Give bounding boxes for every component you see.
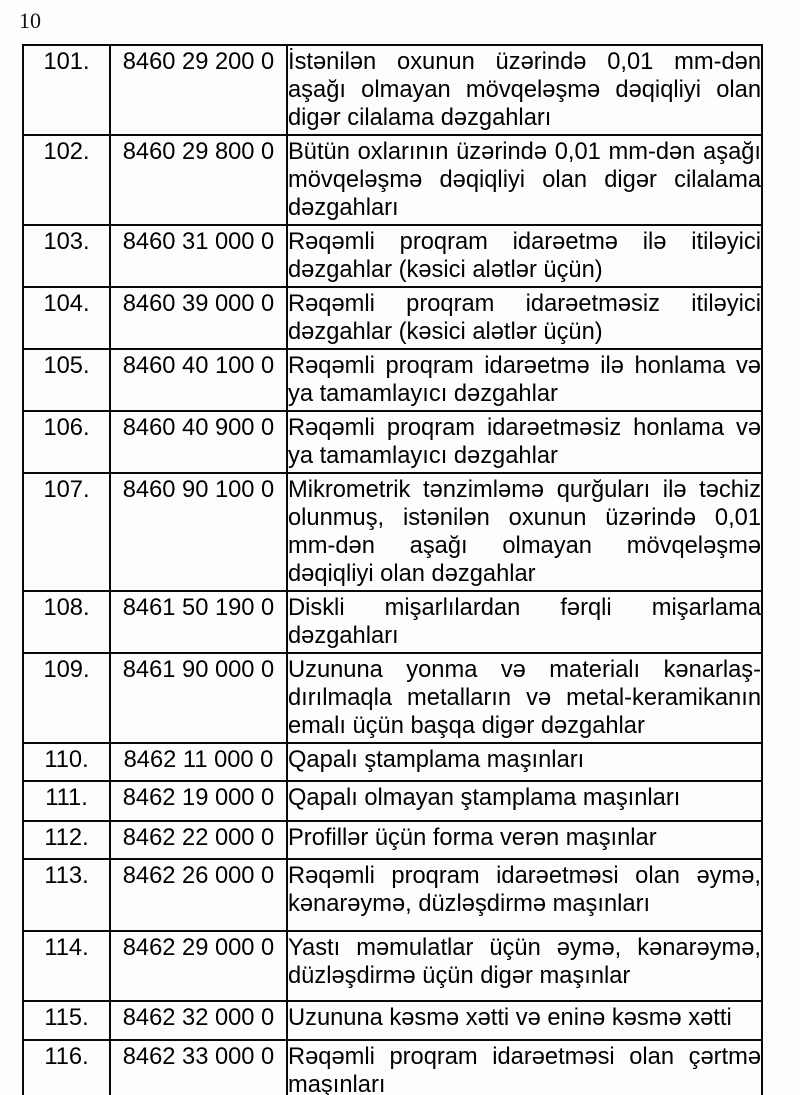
table-row: 113. 8462 26 000 0 Rəqəmli proqram idarə…	[22, 858, 763, 932]
row-number-cell: 114.	[22, 930, 111, 1002]
code-cell: 8462 11 000 0	[109, 742, 288, 782]
description-cell: Qapalı olmayan ştamplama maşınları	[286, 780, 763, 822]
code-cell: 8462 32 000 0	[109, 1000, 288, 1041]
code-cell: 8460 29 200 0	[109, 44, 288, 136]
description-cell: Bütün oxlarının üzərində 0,01 mm-dən aşa…	[286, 134, 763, 226]
row-number-cell: 116.	[22, 1039, 111, 1095]
code-cell: 8460 90 100 0	[109, 472, 288, 592]
description-cell: Qapalı ştamplama maşınları	[286, 742, 763, 782]
code-cell: 8460 40 900 0	[109, 410, 288, 474]
row-number-cell: 111.	[22, 780, 111, 822]
table-row: 103. 8460 31 000 0 Rəqəmli proqram idarə…	[22, 224, 763, 288]
row-number-cell: 115.	[22, 1000, 111, 1041]
description-cell: Rəqəmli proqram idarəetməsi olan çərtmə …	[286, 1039, 763, 1095]
table-row: 109. 8461 90 000 0 Uzununa yonma və mate…	[22, 652, 763, 744]
description-cell: Rəqəmli proqram idarəetməsiz itiləyici d…	[286, 286, 763, 350]
table-row: 101. 8460 29 200 0 İstənilən oxunun üzər…	[22, 44, 763, 136]
table-row: 110. 8462 11 000 0 Qapalı ştamplama maşı…	[22, 742, 763, 782]
row-number-cell: 110.	[22, 742, 111, 782]
code-cell: 8461 90 000 0	[109, 652, 288, 744]
page-number: 10	[19, 8, 41, 33]
table-row: 106. 8460 40 900 0 Rəqəmli proqram idarə…	[22, 410, 763, 474]
code-cell: 8460 39 000 0	[109, 286, 288, 350]
table-row: 114. 8462 29 000 0 Yastı məmulatlar üçün…	[22, 930, 763, 1002]
code-cell: 8462 22 000 0	[109, 820, 288, 860]
description-cell: Yastı məmulatlar üçün əymə, kənarəymə, d…	[286, 930, 763, 1002]
description-cell: Diskli mişarlılardan fərqli mişarlama də…	[286, 590, 763, 654]
row-number-cell: 106.	[22, 410, 111, 474]
code-cell: 8462 26 000 0	[109, 858, 288, 932]
description-cell: Profillər üçün forma verən maşınlar	[286, 820, 763, 860]
table-row: 111. 8462 19 000 0 Qapalı olmayan ştampl…	[22, 780, 763, 822]
goods-table: 101. 8460 29 200 0 İstənilən oxunun üzər…	[22, 44, 763, 1095]
table-row: 116. 8462 33 000 0 Rəqəmli proqram idarə…	[22, 1039, 763, 1095]
code-cell: 8460 40 100 0	[109, 348, 288, 412]
code-cell: 8462 19 000 0	[109, 780, 288, 822]
table-row: 105. 8460 40 100 0 Rəqəmli proqram idarə…	[22, 348, 763, 412]
code-cell: 8460 31 000 0	[109, 224, 288, 288]
table-row: 115. 8462 32 000 0 Uzununa kəsmə xətti v…	[22, 1000, 763, 1041]
table-row: 108. 8461 50 190 0 Diskli mişarlılardan …	[22, 590, 763, 654]
description-cell: Rəqəmli proqram idarəetmə ilə honlama və…	[286, 348, 763, 412]
row-number-cell: 107.	[22, 472, 111, 592]
description-cell: Rəqəmli proqram idarəetməsi olan əymə, k…	[286, 858, 763, 932]
row-number-cell: 103.	[22, 224, 111, 288]
code-cell: 8462 33 000 0	[109, 1039, 288, 1095]
table-row: 102. 8460 29 800 0 Bütün oxlarının üzəri…	[22, 134, 763, 226]
row-number-cell: 109.	[22, 652, 111, 744]
description-cell: Uzununa kəsmə xətti və eninə kəsmə xətti	[286, 1000, 763, 1041]
row-number-cell: 104.	[22, 286, 111, 350]
table-row: 107. 8460 90 100 0 Mikrometrik tənzimləm…	[22, 472, 763, 592]
row-number-cell: 101.	[22, 44, 111, 136]
row-number-cell: 105.	[22, 348, 111, 412]
row-number-cell: 102.	[22, 134, 111, 226]
code-cell: 8461 50 190 0	[109, 590, 288, 654]
code-cell: 8460 29 800 0	[109, 134, 288, 226]
description-cell: Mikrometrik tənzimləmə qurğuları ilə təc…	[286, 472, 763, 592]
row-number-cell: 108.	[22, 590, 111, 654]
table-row: 104. 8460 39 000 0 Rəqəmli proqram idarə…	[22, 286, 763, 350]
description-cell: Uzununa yonma və materialı kənarlaş-dırı…	[286, 652, 763, 744]
row-number-cell: 113.	[22, 858, 111, 932]
table-row: 112. 8462 22 000 0 Profillər üçün forma …	[22, 820, 763, 860]
row-number-cell: 112.	[22, 820, 111, 860]
code-cell: 8462 29 000 0	[109, 930, 288, 1002]
description-cell: Rəqəmli proqram idarəetmə ilə itiləyici …	[286, 224, 763, 288]
description-cell: İstənilən oxunun üzərində 0,01 mm-dən aş…	[286, 44, 763, 136]
description-cell: Rəqəmli proqram idarəetməsiz honlama və …	[286, 410, 763, 474]
